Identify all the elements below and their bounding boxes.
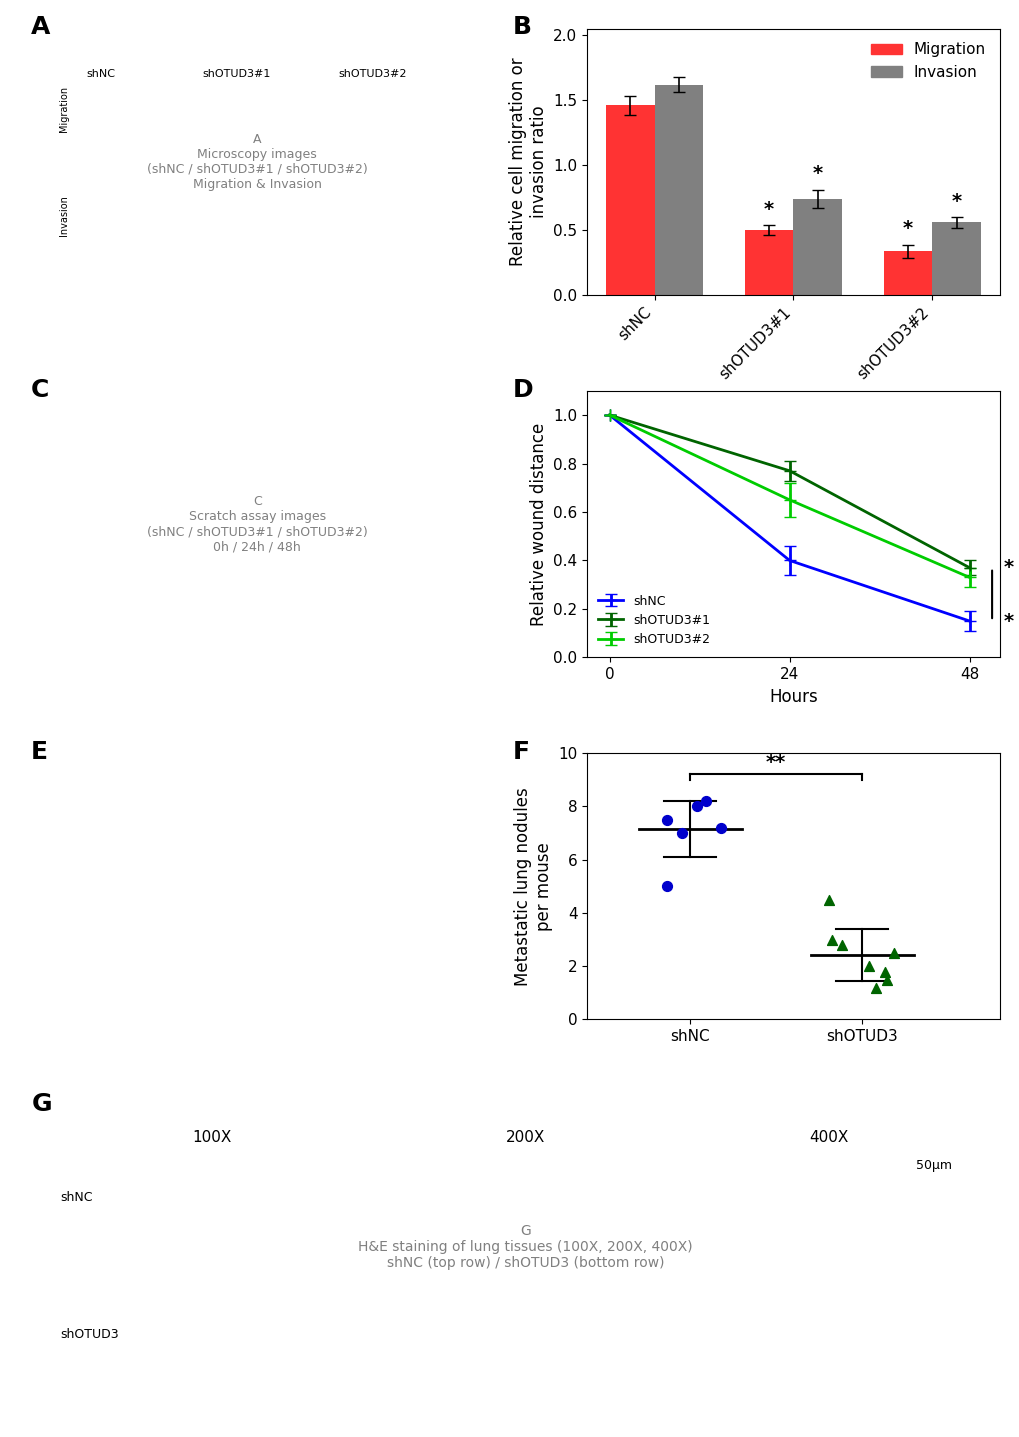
Text: shOTUD3: shOTUD3 xyxy=(60,1328,119,1342)
Text: *: * xyxy=(951,191,961,211)
Legend: Migration, Invasion: Migration, Invasion xyxy=(864,36,991,86)
Legend: shNC, shOTUD3#1, shOTUD3#2: shNC, shOTUD3#1, shOTUD3#2 xyxy=(593,589,714,651)
Y-axis label: Relative wound distance: Relative wound distance xyxy=(529,422,547,625)
X-axis label: Hours: Hours xyxy=(768,688,817,706)
Point xyxy=(878,969,895,992)
Text: 400X: 400X xyxy=(808,1129,848,1145)
Point xyxy=(658,875,675,898)
Text: shOTUD3#2: shOTUD3#2 xyxy=(338,69,407,79)
Text: G
H&E staining of lung tissues (100X, 200X, 400X)
shNC (top row) / shOTUD3 (bott: G H&E staining of lung tissues (100X, 20… xyxy=(358,1224,692,1270)
Point xyxy=(820,888,837,911)
Text: G: G xyxy=(32,1092,53,1115)
Text: *: * xyxy=(763,200,773,218)
Text: shOTUD3#1: shOTUD3#1 xyxy=(202,69,270,79)
Point xyxy=(867,976,883,999)
Text: D: D xyxy=(513,378,533,401)
Point xyxy=(712,816,729,839)
Text: 100X: 100X xyxy=(193,1129,231,1145)
Text: **: ** xyxy=(765,753,786,772)
Point xyxy=(886,941,902,964)
Y-axis label: Relative cell migration or
invasion ratio: Relative cell migration or invasion rati… xyxy=(508,57,547,266)
Y-axis label: Metastatic lung nodules
per mouse: Metastatic lung nodules per mouse xyxy=(514,787,552,986)
Text: A: A xyxy=(31,16,50,39)
Bar xyxy=(931,223,980,295)
Text: 50μm: 50μm xyxy=(915,1160,952,1173)
Text: shNC: shNC xyxy=(60,1191,93,1204)
Bar xyxy=(744,230,793,295)
Text: E
In vivo IVIS imaging
shNC / shOTUD3
Day 0, 15, 25, 35: E In vivo IVIS imaging shNC / shOTUD3 Da… xyxy=(195,844,319,902)
Point xyxy=(658,808,675,831)
Bar xyxy=(793,200,841,295)
Bar xyxy=(882,251,931,295)
Point xyxy=(822,928,839,951)
Text: 200X: 200X xyxy=(505,1129,544,1145)
Text: Migration: Migration xyxy=(59,86,69,132)
Text: shNC: shNC xyxy=(86,69,115,79)
Point xyxy=(834,934,850,957)
Point xyxy=(697,789,713,812)
Point xyxy=(688,795,704,818)
Text: C
Scratch assay images
(shNC / shOTUD3#1 / shOTUD3#2)
0h / 24h / 48h: C Scratch assay images (shNC / shOTUD3#1… xyxy=(147,496,367,553)
Bar xyxy=(605,105,654,295)
Point xyxy=(860,954,876,977)
Text: Invasion: Invasion xyxy=(59,195,69,236)
Text: A
Microscopy images
(shNC / shOTUD3#1 / shOTUD3#2)
Migration & Invasion: A Microscopy images (shNC / shOTUD3#1 / … xyxy=(147,134,367,191)
Text: E: E xyxy=(31,740,47,763)
Text: *: * xyxy=(1003,558,1013,578)
Text: F: F xyxy=(513,740,530,763)
Text: *: * xyxy=(812,164,822,184)
Text: *: * xyxy=(902,218,912,239)
Bar xyxy=(654,85,702,295)
Text: *: * xyxy=(1003,612,1013,631)
Text: C: C xyxy=(31,378,49,401)
Point xyxy=(876,960,893,983)
Text: B: B xyxy=(513,16,531,39)
Point xyxy=(673,822,689,845)
